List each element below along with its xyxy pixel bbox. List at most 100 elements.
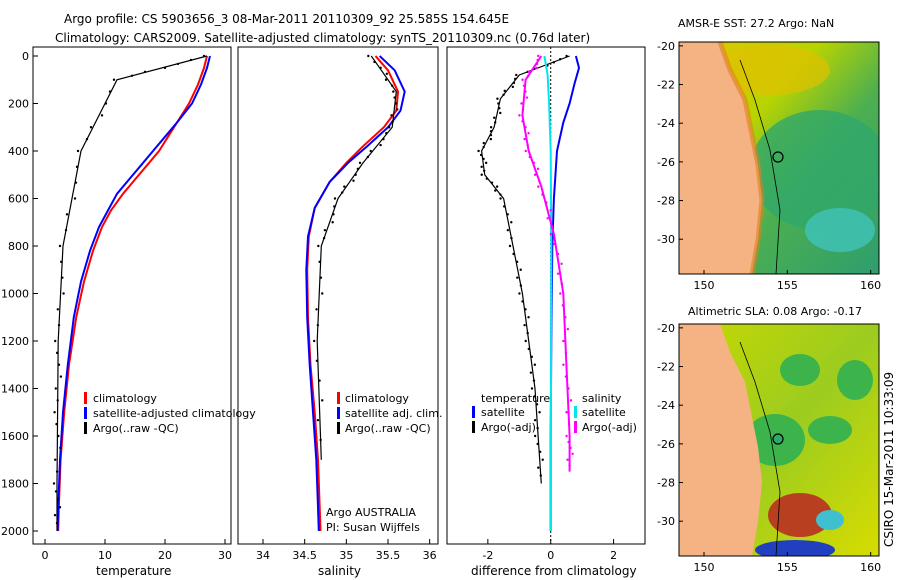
- sample-point: [334, 197, 336, 199]
- map-y-tick-label: -20: [657, 322, 675, 335]
- sla-eddy: [780, 354, 820, 386]
- y-tick-label: 1800: [1, 478, 29, 491]
- map-x-tick-label: 150: [694, 279, 715, 292]
- x-tick-label: 34: [256, 549, 270, 562]
- salinity-plot-frame: [238, 47, 438, 544]
- sample-point: [317, 419, 319, 421]
- map-x-tick-label: 155: [777, 279, 798, 292]
- sample-point: [570, 399, 572, 401]
- sample-point: [382, 138, 384, 140]
- sample-point: [520, 284, 522, 286]
- sample-point: [480, 166, 482, 168]
- sample-point: [370, 150, 372, 152]
- map-y-tick-label: -24: [657, 399, 675, 412]
- legend-swatch-climatology: [84, 392, 87, 404]
- sample-point: [498, 107, 500, 109]
- csiro-timestamp: CSIRO 15-Mar-2011 10:33:09: [882, 372, 896, 547]
- sample-point: [391, 84, 393, 86]
- sample-point: [537, 185, 539, 187]
- sample-point: [367, 55, 369, 57]
- argo-float-marker: [773, 434, 783, 444]
- title-line-1: Argo profile: CS 5903656_3 08-Mar-2011 2…: [64, 12, 509, 26]
- sample-point: [524, 126, 526, 128]
- sample-point: [396, 108, 398, 110]
- legend-swatch-temp-argo: [472, 421, 475, 433]
- x-tick-label: 20: [158, 549, 172, 562]
- argo-profile-figure: Argo profile: CS 5903656_3 08-Mar-2011 2…: [0, 0, 900, 580]
- map-x-tick-label: 160: [860, 279, 881, 292]
- sample-point: [527, 132, 529, 134]
- x-tick-label: 0: [42, 549, 49, 562]
- sla-map-title: Altimetric SLA: 0.08 Argo: -0.17: [688, 305, 862, 318]
- sample-point: [75, 181, 77, 183]
- sample-point: [57, 498, 59, 500]
- sample-point: [55, 490, 57, 492]
- sample-point: [569, 447, 571, 449]
- sample-point: [392, 120, 394, 122]
- sample-point: [531, 387, 533, 389]
- sample-point: [499, 197, 501, 199]
- sample-point: [526, 332, 528, 334]
- sample-point: [491, 181, 493, 183]
- sample-point: [354, 174, 356, 176]
- map-x-tick-label: 155: [777, 561, 798, 574]
- series-line-difference-2: [544, 56, 551, 531]
- sample-point: [528, 71, 530, 73]
- sample-point: [515, 74, 517, 76]
- sample-point: [565, 375, 567, 377]
- sample-point: [549, 209, 551, 211]
- temperature-series-group: [53, 55, 210, 531]
- temperature-legend: climatology satellite-adjusted climatolo…: [84, 392, 256, 435]
- sample-point: [313, 340, 315, 342]
- sample-point: [490, 126, 492, 128]
- sample-point: [101, 114, 103, 116]
- sample-point: [393, 96, 395, 98]
- legend-label: Argo(-adj): [481, 421, 536, 434]
- legend-swatch-argo: [84, 422, 87, 434]
- sample-point: [537, 55, 539, 57]
- sample-point: [203, 55, 205, 57]
- sample-point: [551, 225, 553, 227]
- map-y-tick-label: -20: [657, 40, 675, 53]
- sample-point: [494, 189, 496, 191]
- sample-point: [564, 316, 566, 318]
- sample-point: [542, 459, 544, 461]
- x-tick-label: 30: [218, 549, 232, 562]
- sample-point: [520, 269, 522, 271]
- sample-point: [557, 273, 559, 275]
- sample-point: [546, 217, 548, 219]
- title-line-2: Climatology: CARS2009. Satellite-adjuste…: [55, 31, 590, 45]
- y-tick-label: 2000: [1, 525, 29, 538]
- sample-point: [113, 79, 115, 81]
- map-y-tick-label: -22: [657, 79, 675, 92]
- map-y-tick-label: -26: [657, 438, 675, 451]
- sample-point: [62, 292, 64, 294]
- series-line-difference-0: [551, 56, 579, 531]
- sample-point: [520, 102, 522, 104]
- sample-point: [521, 120, 523, 122]
- y-tick-label: 800: [8, 240, 29, 253]
- sample-point: [562, 364, 564, 366]
- sample-point: [567, 441, 569, 443]
- sample-point: [533, 379, 535, 381]
- sample-point: [553, 243, 555, 245]
- sample-point: [76, 166, 78, 168]
- sample-point: [352, 179, 354, 181]
- legend-label: Argo(..raw -QC): [345, 422, 431, 435]
- sample-point: [59, 245, 61, 247]
- sample-point: [568, 423, 570, 425]
- sample-point: [527, 316, 529, 318]
- sample-point: [482, 146, 484, 148]
- sample-point: [58, 324, 60, 326]
- sample-point: [527, 75, 529, 77]
- legend-label: climatology: [93, 392, 157, 405]
- sample-point: [343, 185, 345, 187]
- sla-eddy: [837, 360, 873, 400]
- sample-point: [56, 470, 58, 472]
- sample-point: [74, 197, 76, 199]
- sample-point: [57, 308, 59, 310]
- sample-point: [536, 443, 538, 445]
- sample-point: [534, 364, 536, 366]
- sample-point: [499, 193, 501, 195]
- x-tick-label: 35: [339, 549, 353, 562]
